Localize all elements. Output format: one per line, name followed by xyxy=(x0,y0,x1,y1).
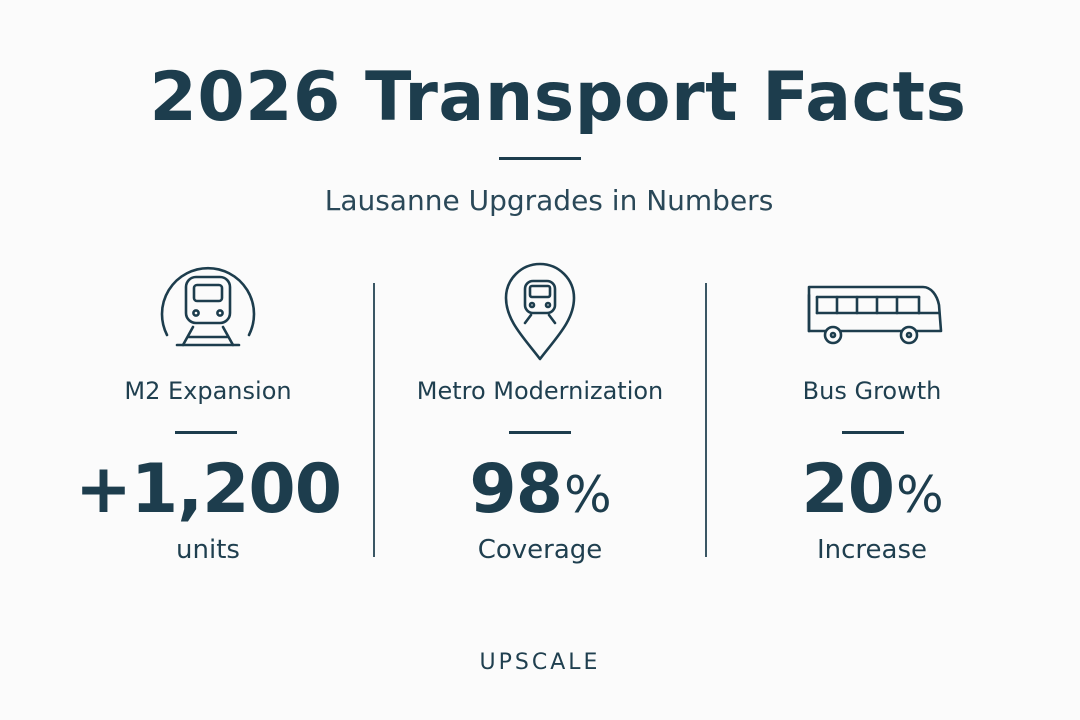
stat-value: 98% xyxy=(469,450,611,529)
stat-caption: Increase xyxy=(816,535,928,565)
metro-location-pin-icon xyxy=(374,255,706,365)
page-title: 2026 Transport Facts xyxy=(149,58,967,137)
column-divider xyxy=(705,283,707,557)
column-divider xyxy=(373,283,375,557)
page-subtitle: Lausanne Upgrades in Numbers xyxy=(324,184,774,217)
stat-rule xyxy=(842,431,904,434)
stat-value: +1,200 xyxy=(74,450,342,529)
stat-rule xyxy=(175,431,237,434)
metro-tunnel-icon xyxy=(42,255,374,365)
stat-rule xyxy=(509,431,571,434)
stat-caption: units xyxy=(176,535,240,565)
title-underline xyxy=(499,157,581,160)
stat-value: 20% xyxy=(801,450,943,529)
stat-card-bus-growth: Bus Growth 20% Increase xyxy=(706,255,1038,585)
stat-card-metro-modernization: Metro Modernization 98% Coverage xyxy=(374,255,706,585)
stat-label: Bus Growth xyxy=(802,377,942,405)
stat-label: Metro Modernization xyxy=(416,377,664,405)
stat-label: M2 Expansion xyxy=(124,377,292,405)
bus-icon xyxy=(706,255,1038,365)
stat-caption: Coverage xyxy=(477,535,603,565)
stat-card-m2-expansion: M2 Expansion +1,200 units xyxy=(42,255,374,585)
brand-logo: UPSCALE xyxy=(479,650,601,675)
